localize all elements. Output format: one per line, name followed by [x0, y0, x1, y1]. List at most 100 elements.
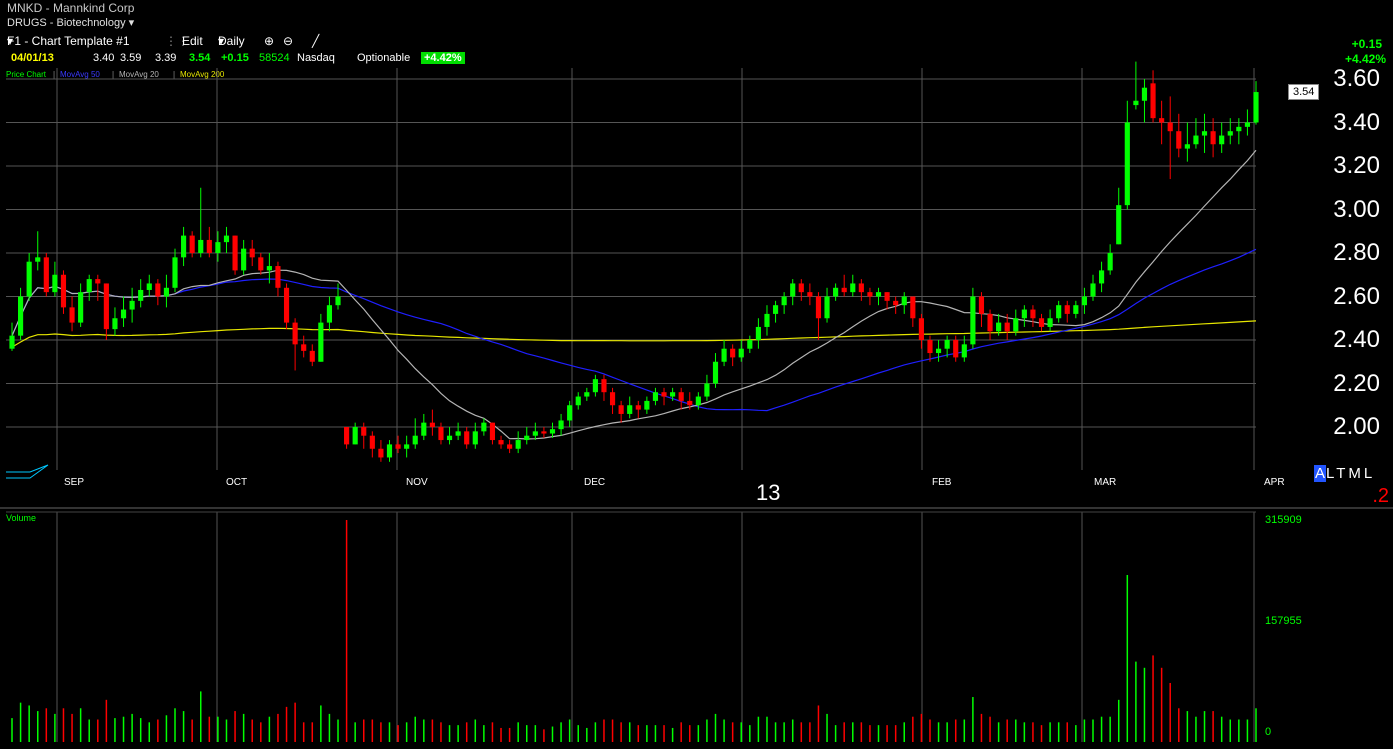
price-tick-label: 3.20 [1333, 152, 1380, 179]
candle-body [1253, 92, 1259, 123]
legend-ma20: MovAvg 20 [119, 70, 159, 79]
chevron-down-icon: ▾ [7, 34, 14, 48]
price-tick-label: 2.20 [1333, 369, 1380, 397]
month-label: SEP [64, 477, 85, 488]
candle-body [850, 283, 856, 293]
timeframe-ltml[interactable]: LTML [1326, 465, 1376, 482]
candle-body [266, 266, 272, 271]
price-tick-label: 2.40 [1333, 326, 1380, 353]
ma200-line [11, 320, 1257, 348]
quote-open: 3.40 [93, 52, 115, 64]
candle-body [112, 318, 118, 330]
candle-body [52, 274, 58, 293]
price-tick-label: 2.80 [1333, 239, 1380, 266]
candle-body [129, 300, 135, 310]
candle-body [412, 435, 418, 445]
candle-body [309, 350, 315, 362]
volume-title: Volume [6, 513, 37, 523]
candle-body [1081, 296, 1087, 306]
chevron-down-icon: ▾ [218, 34, 225, 48]
candle-body [961, 344, 967, 358]
candle-body [498, 440, 504, 445]
candle-body [292, 322, 298, 345]
volume-zero-label: 0 [1265, 726, 1272, 738]
candle-body [421, 422, 427, 436]
candle-body [670, 392, 676, 397]
candle-body [996, 322, 1002, 332]
candle-body [635, 405, 641, 410]
candle-body [35, 257, 41, 262]
candle-body [721, 348, 727, 362]
timeframe-a[interactable]: A [1314, 465, 1327, 482]
month-label: OCT [226, 477, 248, 488]
volume-max-label: 315909 [1265, 514, 1302, 526]
candle-body [807, 292, 813, 297]
candle-body [198, 239, 204, 253]
candle-body [9, 335, 15, 349]
candle-body [953, 340, 959, 358]
candle-body [1236, 126, 1242, 132]
edit-button[interactable]: Edit [182, 34, 203, 48]
candle-body [318, 322, 324, 362]
quote-change: +0.15 [221, 52, 249, 64]
candle-body [918, 318, 924, 340]
candle-body [43, 257, 49, 293]
candle-body [86, 279, 92, 293]
timeframe-selector[interactable]: ALTML [1314, 465, 1375, 482]
candle-body [258, 257, 264, 271]
candle-body [815, 296, 822, 319]
candle-body [970, 296, 976, 345]
candle-body [1090, 283, 1096, 297]
quote-low: 3.39 [155, 52, 177, 64]
candle-body [1098, 270, 1105, 284]
price-tick-label: 2.00 [1333, 413, 1380, 440]
candle-body [575, 396, 581, 406]
candle-body [867, 292, 873, 297]
candle-body [1030, 309, 1036, 319]
candle-body [472, 431, 478, 445]
candle-body [567, 405, 573, 421]
candle-body [386, 444, 393, 458]
candle-body [1210, 131, 1216, 145]
candle-body [1021, 309, 1027, 319]
candle-body [1116, 205, 1122, 245]
candle-body [858, 283, 864, 293]
candle-body [1064, 305, 1070, 314]
chevron-down-icon: ▾ [128, 17, 135, 29]
candle-body [95, 279, 101, 284]
candle-body [841, 287, 847, 293]
candle-body [69, 307, 75, 323]
candle-body [249, 248, 255, 258]
candle-body [790, 283, 796, 297]
sector-dropdown[interactable]: DRUGS - Biotechnology ▾ [7, 16, 134, 29]
candle-body [1047, 318, 1053, 327]
sector-label: DRUGS - Biotechnology [7, 17, 126, 29]
zoom-in-icon[interactable]: ⊕ [264, 34, 275, 48]
candle-body [609, 392, 616, 406]
candle-body [893, 300, 899, 306]
candle-body [1013, 318, 1019, 332]
draw-line-icon[interactable]: ╱ [312, 34, 320, 48]
candle-body [1176, 131, 1182, 149]
candle-body [601, 379, 607, 393]
candle-body [1124, 122, 1130, 206]
candle-body [1056, 305, 1062, 319]
candle-body [798, 283, 804, 293]
legend-ma200: MovAvg 200 [180, 70, 225, 79]
month-label: DEC [584, 477, 606, 488]
candle-body [1201, 131, 1208, 136]
candle-body [172, 257, 178, 288]
price-tick-label: 2.60 [1333, 282, 1380, 310]
candle-body [875, 292, 882, 297]
candle-body [532, 431, 538, 436]
zoom-out-icon[interactable]: ⊖ [283, 34, 294, 48]
candle-body [378, 448, 384, 458]
candle-body [489, 422, 496, 441]
candle-body [223, 235, 230, 243]
candle-body [1073, 305, 1079, 314]
candle-body [627, 405, 633, 414]
year-label: 13 [756, 480, 781, 505]
candle-body [833, 287, 839, 297]
quote-exchange: Nasdaq [297, 52, 335, 64]
